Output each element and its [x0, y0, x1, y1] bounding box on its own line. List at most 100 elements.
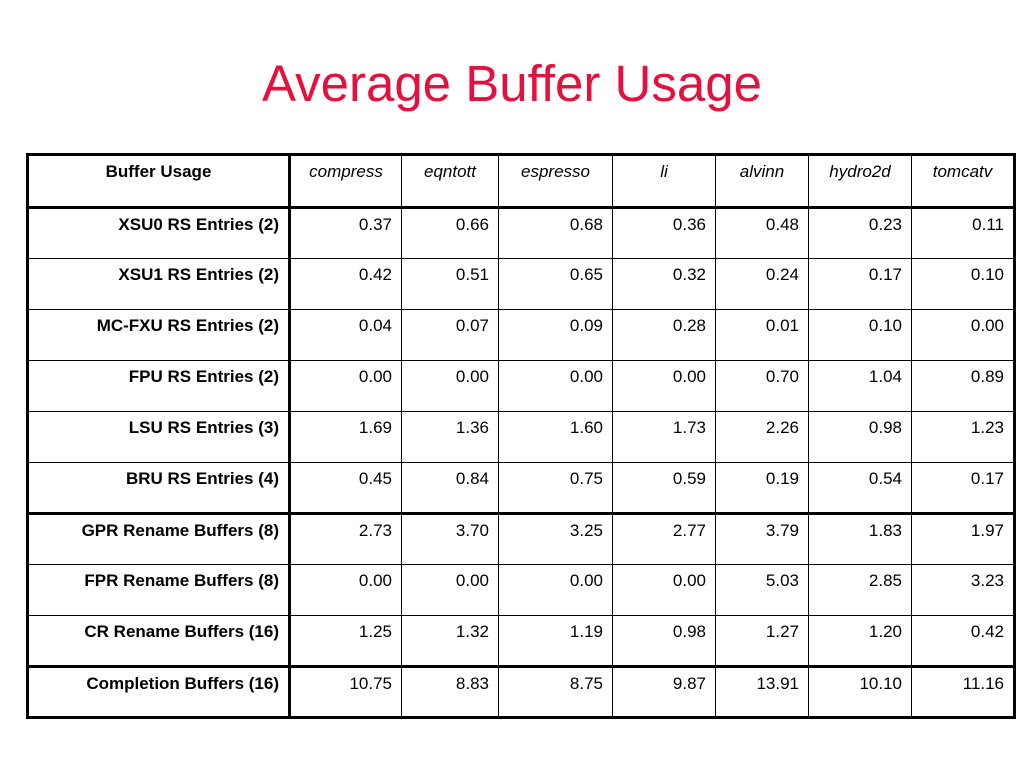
table-cell: 0.48: [715, 207, 809, 259]
table-cell: 1.97: [911, 512, 1015, 565]
table-cell: 9.87: [612, 665, 716, 718]
row-label: BRU RS Entries (4): [27, 462, 291, 514]
buffer-usage-table: Buffer Usage compress eqntott espresso l…: [26, 153, 1016, 719]
table-cell: 0.89: [911, 360, 1015, 412]
row-label: FPR Rename Buffers (8): [27, 564, 291, 616]
table-cell: 0.07: [401, 309, 499, 361]
column-header: alvinn: [715, 154, 809, 209]
table-row: CR Rename Buffers (16) 1.25 1.32 1.19 0.98 1.…: [27, 615, 1015, 667]
table-cell: 10.10: [808, 665, 912, 718]
table-cell: 0.17: [911, 462, 1015, 514]
table-cell: 1.73: [612, 411, 716, 463]
table-cell: 1.23: [911, 411, 1015, 463]
table-cell: 0.00: [612, 360, 716, 412]
table-cell: 0.98: [808, 411, 912, 463]
table-cell: 1.69: [289, 411, 402, 463]
table-row: FPU RS Entries (2) 0.00 0.00 0.00 0.00 0.70 1.…: [27, 360, 1015, 412]
table-cell: 0.09: [498, 309, 613, 361]
table-header-row: Buffer Usage compress eqntott espresso l…: [27, 154, 1015, 209]
table-cell: 0.75: [498, 462, 613, 514]
table-cell: 0.00: [911, 309, 1015, 361]
table-row: FPR Rename Buffers (8) 0.00 0.00 0.00 0.00 5.…: [27, 564, 1015, 616]
table-cell: 1.25: [289, 615, 402, 667]
column-header: tomcatv: [911, 154, 1015, 209]
table-row: BRU RS Entries (4) 0.45 0.84 0.75 0.59 0.19 0.…: [27, 462, 1015, 514]
table-cell: 2.85: [808, 564, 912, 616]
table-cell: 8.83: [401, 665, 499, 718]
table-cell: 1.60: [498, 411, 613, 463]
table-cell: 2.26: [715, 411, 809, 463]
table-cell: 0.00: [289, 360, 402, 412]
row-label: CR Rename Buffers (16): [27, 615, 291, 667]
table-cell: 0.42: [289, 258, 402, 310]
row-label: Completion Buffers (16): [27, 665, 291, 718]
slide-title: Average Buffer Usage: [262, 55, 762, 112]
table-cell: 11.16: [911, 665, 1015, 718]
table-cell: 3.23: [911, 564, 1015, 616]
table-cell: 1.04: [808, 360, 912, 412]
table-cell: 8.75: [498, 665, 613, 718]
table-cell: 0.51: [401, 258, 499, 310]
column-header: li: [612, 154, 716, 209]
table-cell: 0.10: [808, 309, 912, 361]
table-cell: 0.84: [401, 462, 499, 514]
row-label: XSU0 RS Entries (2): [27, 207, 291, 259]
table-row: Completion Buffers (16) 10.75 8.83 8.75 9.87…: [27, 665, 1015, 718]
table-cell: 0.24: [715, 258, 809, 310]
table-cell: 0.00: [498, 360, 613, 412]
table-cell: 0.98: [612, 615, 716, 667]
table-cell: 2.73: [289, 512, 402, 565]
table-cell: 10.75: [289, 665, 402, 718]
column-header: eqntott: [401, 154, 499, 209]
table-cell: 0.65: [498, 258, 613, 310]
table-cell: 0.11: [911, 207, 1015, 259]
table-row: GPR Rename Buffers (8) 2.73 3.70 3.25 2.77 3.…: [27, 512, 1015, 565]
table-row: XSU0 RS Entries (2) 0.37 0.66 0.68 0.36 0.48 0…: [27, 207, 1015, 259]
row-label: LSU RS Entries (3): [27, 411, 291, 463]
row-label: FPU RS Entries (2): [27, 360, 291, 412]
table-cell: 0.45: [289, 462, 402, 514]
table-cell: 13.91: [715, 665, 809, 718]
table-cell: 0.68: [498, 207, 613, 259]
table-cell: 0.00: [401, 564, 499, 616]
table-cell: 0.66: [401, 207, 499, 259]
table-cell: 3.25: [498, 512, 613, 565]
table-cell: 0.00: [289, 564, 402, 616]
table-cell: 0.54: [808, 462, 912, 514]
table-row: LSU RS Entries (3) 1.69 1.36 1.60 1.73 2.26 0.…: [27, 411, 1015, 463]
table-cell: 1.36: [401, 411, 499, 463]
table-body: XSU0 RS Entries (2) 0.37 0.66 0.68 0.36 0.48 0…: [27, 207, 1015, 718]
table-cell: 0.42: [911, 615, 1015, 667]
table-cell: 0.10: [911, 258, 1015, 310]
table-cell: 1.32: [401, 615, 499, 667]
table-row: XSU1 RS Entries (2) 0.42 0.51 0.65 0.32 0.24 0…: [27, 258, 1015, 310]
table-cell: 1.83: [808, 512, 912, 565]
table-cell: 0.00: [401, 360, 499, 412]
table-cell: 0.01: [715, 309, 809, 361]
table-cell: 0.00: [498, 564, 613, 616]
table-cell: 0.00: [612, 564, 716, 616]
table-cell: 1.20: [808, 615, 912, 667]
column-header: hydro2d: [808, 154, 912, 209]
corner-header: Buffer Usage: [27, 154, 291, 209]
table-cell: 0.70: [715, 360, 809, 412]
table-cell: 0.28: [612, 309, 716, 361]
table-cell: 0.32: [612, 258, 716, 310]
table-cell: 3.79: [715, 512, 809, 565]
table-cell: 1.19: [498, 615, 613, 667]
row-label: XSU1 RS Entries (2): [27, 258, 291, 310]
table-cell: 0.37: [289, 207, 402, 259]
table-cell: 1.27: [715, 615, 809, 667]
table-cell: 0.19: [715, 462, 809, 514]
column-header: espresso: [498, 154, 613, 209]
table-cell: 0.17: [808, 258, 912, 310]
row-label: MC-FXU RS Entries (2): [27, 309, 291, 361]
table-cell: 5.03: [715, 564, 809, 616]
table-cell: 0.04: [289, 309, 402, 361]
table-cell: 3.70: [401, 512, 499, 565]
table-cell: 0.23: [808, 207, 912, 259]
table-cell: 0.59: [612, 462, 716, 514]
table-cell: 2.77: [612, 512, 716, 565]
row-label: GPR Rename Buffers (8): [27, 512, 291, 565]
table-row: MC-FXU RS Entries (2) 0.04 0.07 0.09 0.28 0.0…: [27, 309, 1015, 361]
